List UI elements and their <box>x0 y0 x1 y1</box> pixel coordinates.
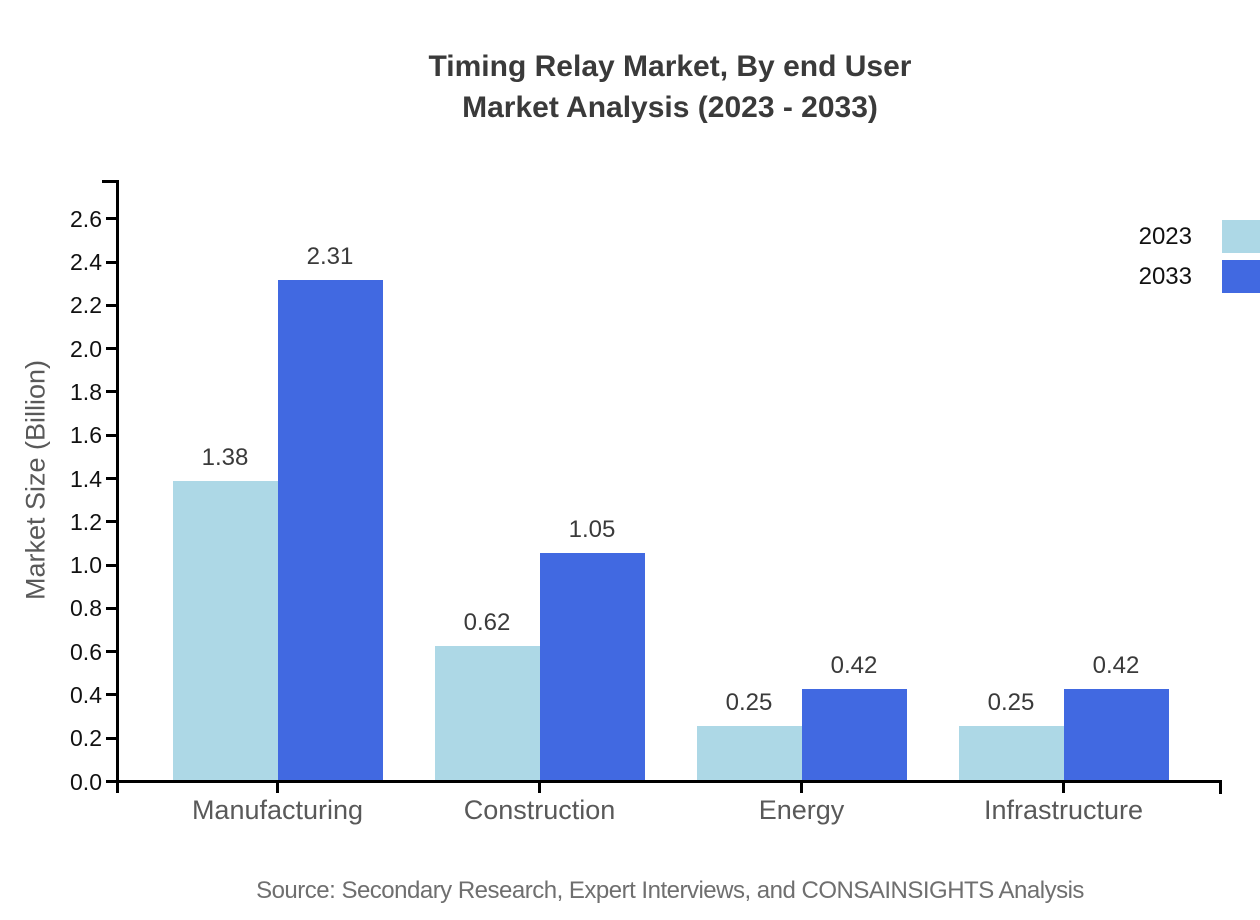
bar-value-label: 0.25 <box>725 688 773 716</box>
y-axis-top-cap <box>102 180 119 183</box>
legend-label-2033: 2033 <box>1138 263 1192 290</box>
y-tick-label: 2.6 <box>70 205 102 232</box>
category-label: Energy <box>758 795 845 825</box>
bar-2023-infrastructure <box>958 725 1064 780</box>
y-tick-label: 0.8 <box>70 595 102 622</box>
bar-value-label: 0.42 <box>1092 652 1140 680</box>
y-tick <box>106 433 116 437</box>
category-label: Manufacturing <box>191 795 364 825</box>
y-tick-label: 1.6 <box>70 422 102 449</box>
x-tick <box>538 783 541 793</box>
y-tick-label: 0.4 <box>70 681 102 708</box>
y-axis-line <box>116 180 119 793</box>
y-tick <box>106 736 116 740</box>
bar-2033-energy <box>801 689 907 780</box>
y-tick <box>106 693 116 697</box>
bar-value-label: 1.05 <box>568 515 616 543</box>
x-tick <box>276 783 279 793</box>
y-tick <box>106 520 116 524</box>
bar-value-label: 1.38 <box>201 444 249 472</box>
y-tick <box>106 347 116 351</box>
y-tick-label: 0.0 <box>70 768 102 795</box>
chart-title-line1: Timing Relay Market, By end User <box>428 50 912 83</box>
legend-swatch-2023 <box>1222 220 1260 253</box>
y-tick <box>106 650 116 654</box>
y-tick-label: 1.0 <box>70 552 102 579</box>
y-tick-label: 2.0 <box>70 335 102 362</box>
category-label: Infrastructure <box>983 795 1144 825</box>
legend-item-2033: 2033 <box>1139 260 1260 293</box>
y-tick-label: 0.6 <box>70 638 102 665</box>
bar-value-label: 0.62 <box>463 608 511 636</box>
x-tick <box>1062 783 1065 793</box>
y-tick <box>106 477 116 481</box>
bar-value-label: 2.31 <box>306 243 354 271</box>
legend-swatch-2033 <box>1222 260 1260 293</box>
y-tick-label: 1.2 <box>70 508 102 535</box>
bar-2033-manufacturing <box>277 280 383 780</box>
y-tick <box>106 563 116 567</box>
y-tick-label: 2.4 <box>70 249 102 276</box>
bar-value-label: 0.25 <box>987 688 1035 716</box>
legend-label-2023: 2023 <box>1138 223 1192 250</box>
y-tick-label: 2.2 <box>70 292 102 319</box>
y-tick <box>106 390 116 394</box>
legend: 2023 2033 <box>1139 220 1260 293</box>
bar-2023-manufacturing <box>172 481 278 780</box>
y-tick-label: 0.2 <box>70 725 102 752</box>
legend-item-2023: 2023 <box>1139 220 1260 253</box>
bar-2023-construction <box>434 645 540 780</box>
y-tick <box>106 780 116 783</box>
y-tick-label: 1.8 <box>70 378 102 405</box>
x-tick <box>800 783 803 793</box>
chart-title: Timing Relay Market, By end User Market … <box>118 46 1222 128</box>
chart-title-line2: Market Analysis (2023 - 2033) <box>462 91 878 124</box>
y-tick <box>106 260 116 264</box>
x-axis-end-cap <box>1219 780 1222 794</box>
x-axis-line <box>116 780 1222 783</box>
y-tick <box>106 606 116 610</box>
bar-value-label: 0.42 <box>830 652 878 680</box>
y-tick <box>106 303 116 307</box>
source-text: Source: Secondary Research, Expert Inter… <box>256 877 1084 904</box>
category-label: Construction <box>463 795 616 825</box>
y-tick-label: 1.4 <box>70 465 102 492</box>
bar-2023-energy <box>696 725 802 780</box>
y-tick <box>106 217 116 221</box>
bar-2033-infrastructure <box>1063 689 1169 780</box>
bar-2033-construction <box>539 552 645 780</box>
